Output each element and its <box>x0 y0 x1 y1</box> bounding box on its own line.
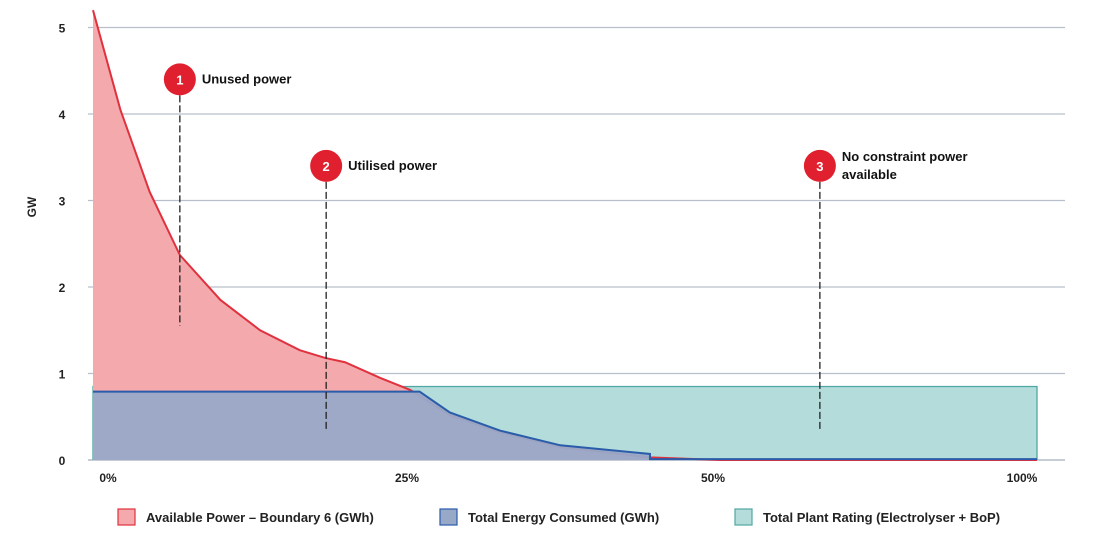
legend-swatch <box>439 508 458 526</box>
x-tick-label: 100% <box>1007 471 1038 485</box>
x-tick-label: 0% <box>99 471 117 485</box>
annotation-marker <box>803 149 836 182</box>
annotation-marker <box>163 63 196 96</box>
annotation-label: available <box>842 167 897 182</box>
y-tick-label: 3 <box>59 195 66 209</box>
legend: Available Power – Boundary 6 (GWh) Total … <box>117 508 1000 526</box>
legend-label: Available Power – Boundary 6 (GWh) <box>146 510 374 525</box>
annotation-number: 1 <box>176 72 183 87</box>
annotation-label: No constraint power <box>842 149 968 164</box>
y-tick-label: 1 <box>59 368 66 382</box>
annotation-label: Unused power <box>202 71 292 86</box>
series-line <box>93 390 1037 461</box>
series-areas <box>92 9 1038 461</box>
annotation-number: 3 <box>816 159 823 174</box>
y-tick-label: 5 <box>59 22 66 36</box>
annotations: 1 Unused power 2 Utilised power 3 No constrai… <box>163 63 968 432</box>
legend-swatch <box>117 508 136 526</box>
y-tick-label: 4 <box>59 108 66 122</box>
y-axis-label: GW <box>25 196 39 217</box>
series-area <box>93 391 1037 460</box>
x-tick-label: 50% <box>701 471 725 485</box>
annotation-marker <box>310 149 343 182</box>
annotation-label: Utilised power <box>348 158 437 173</box>
x-axis-ticks: 0% 25% 50% 100% <box>99 471 1037 485</box>
annotation-number: 2 <box>323 159 330 174</box>
y-tick-label: 0 <box>59 454 66 468</box>
y-axis-ticks: 0 1 2 3 4 5 <box>59 22 66 469</box>
legend-swatch <box>734 508 753 526</box>
x-tick-label: 25% <box>395 471 419 485</box>
y-tick-label: 2 <box>59 281 66 295</box>
legend-label: Total Energy Consumed (GWh) <box>468 510 659 525</box>
legend-label: Total Plant Rating (Electrolyser + BoP) <box>763 510 1000 525</box>
